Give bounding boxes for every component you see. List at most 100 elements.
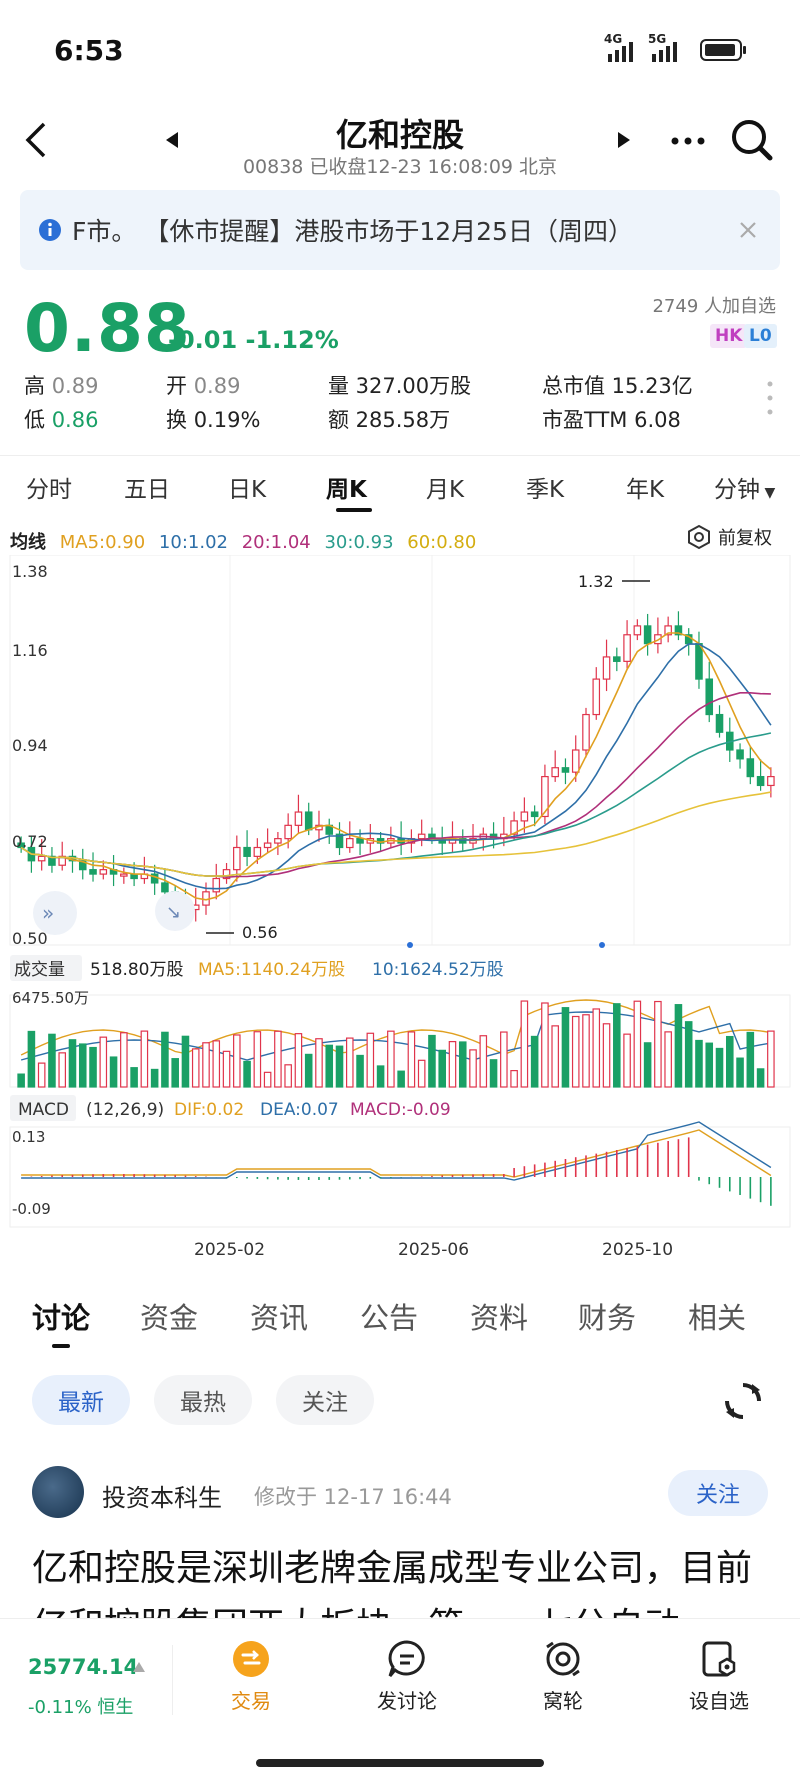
candle-body-14: [161, 882, 169, 893]
y-tick-3: 0.72: [12, 832, 48, 851]
ma5-value: MA5:0.90: [59, 532, 146, 553]
volume-bar-8: [99, 1036, 108, 1088]
watchers-count: 2749 人加自选: [652, 296, 776, 317]
volume-bar-67: [705, 1042, 714, 1088]
volume-bar-23: [253, 1031, 262, 1088]
candle-body-58: [613, 656, 621, 662]
tab-weekly-k[interactable]: 周K: [326, 477, 367, 503]
settings-hex-icon: [688, 524, 710, 550]
tab-profile[interactable]: 资料: [470, 1301, 529, 1335]
volume-bar-42: [448, 1041, 457, 1088]
vol-ma10: 10:1624.52万股: [372, 960, 504, 980]
avatar[interactable]: [32, 1466, 84, 1518]
more-icon[interactable]: [670, 136, 706, 146]
volume-bar-38: [407, 1031, 416, 1088]
candle-body-52: [551, 767, 559, 778]
volume-bar-53: [561, 1007, 570, 1088]
tab-discussion[interactable]: 讨论: [32, 1301, 91, 1335]
active-tab-indicator: [336, 508, 372, 512]
back-arrow-icon[interactable]: [24, 120, 48, 160]
volume-bar-43: [458, 1041, 467, 1088]
stat-amount: 额 285.58万: [328, 408, 451, 432]
candle-body-48: [510, 820, 518, 835]
filter-latest[interactable]: 最新: [32, 1375, 130, 1425]
tab-monthly-k[interactable]: 月K: [426, 477, 465, 503]
volume-title-bg: [10, 955, 82, 981]
adjust-toggle[interactable]: 前复权: [686, 524, 772, 550]
candle-body-43: [458, 838, 467, 844]
refresh-icon[interactable]: [722, 1380, 764, 1422]
stat-pe: 市盈TTM 6.08: [542, 408, 681, 432]
nav-warrants[interactable]: 窝轮: [508, 1639, 618, 1714]
trade-icon: [233, 1641, 269, 1677]
tab-related[interactable]: 相关: [688, 1301, 747, 1335]
tab-financials[interactable]: 财务: [578, 1301, 637, 1335]
price-panel-frame: [9, 555, 791, 946]
macd-dea-line: [21, 1121, 772, 1181]
battery-icon: [700, 39, 746, 61]
tab-capital[interactable]: 资金: [140, 1301, 199, 1335]
tab-minute[interactable]: 分钟 ▼: [714, 477, 776, 503]
index-change[interactable]: -0.11% 恒生: [28, 1697, 134, 1718]
next-stock-icon[interactable]: [618, 132, 632, 148]
post-author[interactable]: 投资本科生: [102, 1484, 222, 1512]
volume-bar-61: [643, 1042, 652, 1088]
kline-chart[interactable]: 1.38 1.16 0.94 0.72 0.50 1.32 0.56 » ↘ 成…: [0, 555, 800, 1275]
tab-announcements[interactable]: 公告: [360, 1301, 419, 1335]
info-icon: [39, 219, 61, 241]
candle-body-8: [99, 869, 108, 875]
volume-bar-63: [664, 1031, 672, 1088]
status-time: 6:53: [54, 34, 124, 67]
candle-body-22: [243, 846, 251, 857]
volume-bar-7: [89, 1046, 97, 1088]
volume-bar-73: [767, 1030, 775, 1088]
volume-bar-58: [613, 1003, 621, 1088]
tab-intraday[interactable]: 分时: [26, 477, 72, 503]
tab-quarterly-k[interactable]: 季K: [526, 477, 565, 503]
volume-bar-59: [623, 1033, 631, 1088]
price-change: -0.01 -1.12%: [168, 326, 339, 354]
double-chevron-icon: »: [42, 901, 54, 925]
min-price-label: 0.56: [242, 923, 278, 942]
macd-dea: DEA:0.07: [260, 1100, 339, 1120]
more-stats-icon[interactable]: [766, 380, 774, 416]
volume-bar-49: [520, 1000, 529, 1088]
nav-post[interactable]: 发讨论: [352, 1639, 462, 1714]
candle-body-26: [284, 824, 292, 840]
macd-bottom-label: -0.09: [12, 1200, 51, 1218]
filter-following[interactable]: 关注: [276, 1375, 374, 1425]
volume-bar-35: [376, 1065, 385, 1088]
follow-button[interactable]: 关注: [668, 1470, 768, 1516]
index-value[interactable]: 25774.14: [28, 1655, 139, 1679]
nav-trade[interactable]: 交易: [196, 1639, 306, 1714]
diagonal-arrows-icon: ↘: [166, 902, 181, 923]
divider: [172, 1645, 173, 1715]
tab-yearly-k[interactable]: 年K: [626, 477, 665, 503]
zoom-button[interactable]: [155, 891, 195, 931]
tab-five-day[interactable]: 五日: [124, 477, 170, 503]
close-icon[interactable]: [738, 220, 758, 240]
volume-bar-57: [602, 1023, 611, 1088]
filter-hottest[interactable]: 最热: [154, 1375, 252, 1425]
volume-bar-10: [120, 1032, 128, 1088]
search-icon[interactable]: [730, 118, 774, 162]
volume-bar-13: [150, 1068, 159, 1088]
bottom-bar: 25774.14 -0.11% 恒生 交易 发讨论 窝轮 设自选: [0, 1618, 800, 1779]
tab-news[interactable]: 资讯: [250, 1301, 309, 1335]
stat-market-cap: 总市值 15.23亿: [542, 374, 693, 398]
prev-stock-icon[interactable]: [166, 132, 180, 148]
ma20-value: 20:1.04: [241, 532, 311, 553]
x-label-1: 2025-06: [398, 1240, 469, 1260]
nav-add-watchlist[interactable]: 设自选: [664, 1639, 774, 1714]
ma5-line: [20, 632, 772, 901]
candle-body-67: [705, 678, 714, 716]
stock-name: 亿和控股: [335, 116, 464, 154]
candle-body-54: [571, 749, 580, 773]
volume-bar-0: [17, 1073, 25, 1088]
market-notice-banner[interactable]: F市。 【休市提醒】港股市场于12月25日（周四）: [20, 190, 780, 270]
tab-daily-k[interactable]: 日K: [228, 477, 267, 503]
caret-up-icon: [133, 1662, 145, 1672]
stat-turnover: 换 0.19%: [166, 408, 261, 432]
volume-value: 518.80万股: [90, 960, 183, 980]
expand-left-button[interactable]: [33, 891, 77, 935]
